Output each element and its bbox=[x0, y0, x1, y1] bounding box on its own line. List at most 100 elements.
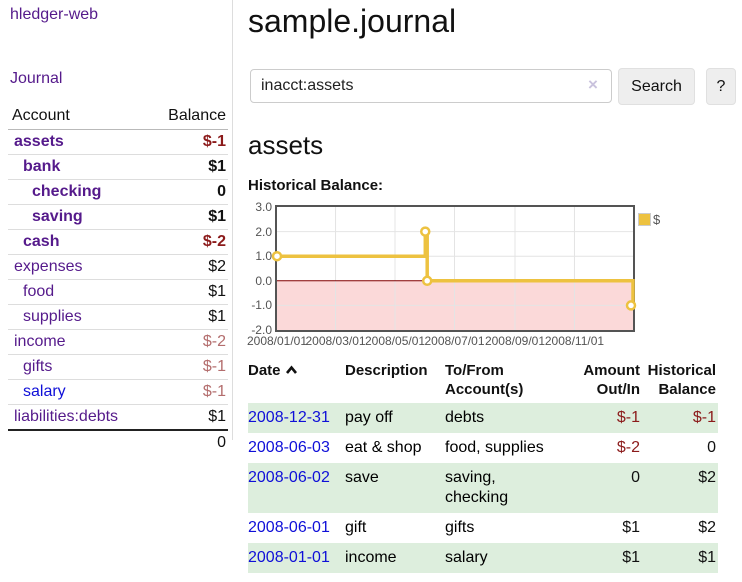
accounts-header-balance: Balance bbox=[148, 104, 228, 130]
register-cell-amount: $-2 bbox=[616, 439, 640, 456]
legend-swatch-icon bbox=[638, 213, 651, 226]
account-link-gifts[interactable]: gifts bbox=[23, 358, 53, 375]
register-header-date[interactable]: Date bbox=[248, 359, 345, 403]
account-link-cash[interactable]: cash bbox=[23, 233, 60, 250]
register-cell-accounts: debts bbox=[445, 409, 485, 426]
account-heading: assets bbox=[248, 130, 324, 160]
account-link-saving[interactable]: saving bbox=[32, 208, 83, 225]
chart-legend: $ bbox=[638, 212, 660, 227]
y-axis-tick-label: 1.0 bbox=[255, 249, 272, 264]
register-row[interactable]: 2008-06-02 save saving, checking 0 $2 bbox=[248, 463, 718, 513]
account-row: gifts $-1 bbox=[8, 354, 228, 380]
register-cell-date: 2008-01-01 bbox=[248, 543, 345, 573]
account-row: cash $-2 bbox=[8, 229, 228, 255]
register-cell-amount: $1 bbox=[622, 549, 640, 566]
account-row: salary $-1 bbox=[8, 379, 228, 405]
account-row: saving $1 bbox=[8, 204, 228, 230]
search-input[interactable] bbox=[250, 69, 612, 103]
register-cell-date: 2008-06-01 bbox=[248, 513, 345, 543]
x-axis-tick-label: 2008/05/01 bbox=[364, 334, 426, 348]
account-balance: $-1 bbox=[148, 354, 228, 380]
register-row[interactable]: 2008-06-03 eat & shop food, supplies $-2 0 bbox=[248, 433, 718, 463]
accounts-table: Account Balance assets $-1 bank $1 checking 0… bbox=[8, 104, 228, 455]
sort-ascending-icon[interactable] bbox=[285, 361, 298, 380]
account-row: supplies $1 bbox=[8, 304, 228, 330]
nav-journal-link[interactable]: Journal bbox=[10, 70, 63, 87]
account-row: food $1 bbox=[8, 279, 228, 305]
register-cell-description: pay off bbox=[345, 409, 393, 426]
register-cell-date: 2008-06-02 bbox=[248, 463, 345, 513]
chart-title: Historical Balance: bbox=[248, 177, 384, 194]
legend-label: $ bbox=[653, 212, 661, 227]
page-title: sample.journal bbox=[248, 3, 457, 39]
account-row: income $-2 bbox=[8, 329, 228, 355]
x-axis-tick-label: 2008/01/01 bbox=[246, 334, 308, 348]
app-title[interactable]: hledger-web bbox=[10, 6, 99, 23]
register-cell-amount: $1 bbox=[622, 519, 640, 536]
account-row: checking 0 bbox=[8, 179, 228, 205]
account-link-expenses[interactable]: expenses bbox=[14, 258, 83, 275]
register-cell-balance: $2 bbox=[698, 519, 716, 536]
account-balance: $1 bbox=[148, 154, 228, 180]
register-header-accounts: To/From Account(s) bbox=[445, 362, 524, 398]
sidebar-divider bbox=[232, 0, 233, 440]
account-link-supplies[interactable]: supplies bbox=[23, 308, 82, 325]
y-axis-tick-label: 2.0 bbox=[255, 224, 272, 239]
accounts-total-row: 0 bbox=[8, 429, 228, 455]
accounts-header-row: Account Balance bbox=[8, 104, 228, 130]
account-balance: $-2 bbox=[148, 229, 228, 255]
register-cell-balance: 0 bbox=[707, 439, 716, 456]
account-balance: $2 bbox=[148, 254, 228, 280]
x-axis-tick-label: 2008/07/01 bbox=[424, 334, 485, 348]
chart-plot-area bbox=[271, 205, 637, 332]
y-axis-tick-label: -2.0 bbox=[251, 323, 272, 337]
account-row: liabilities:debts $1 bbox=[8, 404, 228, 430]
register-cell-description: save bbox=[345, 469, 379, 486]
register-header-row: Date Description To/From Account(s) Amou… bbox=[248, 359, 718, 403]
search-button[interactable]: Search bbox=[618, 68, 695, 105]
register-header-description: Description bbox=[345, 362, 428, 379]
register-header-balance: Historical Balance bbox=[647, 362, 716, 398]
account-row: assets $-1 bbox=[8, 130, 228, 155]
register-cell-description: eat & shop bbox=[345, 439, 422, 456]
account-balance: 0 bbox=[148, 179, 228, 205]
x-axis-tick-label: 2008/09/01 bbox=[484, 334, 545, 348]
register-table: Date Description To/From Account(s) Amou… bbox=[248, 359, 718, 573]
register-cell-balance: $2 bbox=[698, 469, 716, 486]
account-balance: $1 bbox=[148, 404, 228, 430]
account-balance: $1 bbox=[148, 304, 228, 330]
register-row[interactable]: 2008-01-01 income salary $1 $1 bbox=[248, 543, 718, 573]
transaction-date-link[interactable]: 2008-06-02 bbox=[248, 469, 330, 486]
y-axis-tick-label: 3.0 bbox=[255, 200, 272, 214]
x-axis-tick-label: 2008/11/01 bbox=[544, 334, 605, 348]
historical-balance-chart: $ 3.0 2.0 1.0 0.0 -1.0 -2.0 2008/01/01 2008/03/… bbox=[246, 200, 686, 353]
account-link-income[interactable]: income bbox=[14, 333, 66, 350]
account-balance: $1 bbox=[148, 204, 228, 230]
transaction-date-link[interactable]: 2008-01-01 bbox=[248, 549, 330, 566]
register-cell-date: 2008-06-03 bbox=[248, 433, 345, 463]
register-row[interactable]: 2008-06-01 gift gifts $1 $2 bbox=[248, 513, 718, 543]
account-row: bank $1 bbox=[8, 154, 228, 180]
register-cell-amount: 0 bbox=[631, 469, 640, 486]
register-cell-description: income bbox=[345, 549, 397, 566]
account-balance: $1 bbox=[148, 279, 228, 305]
y-axis-tick-label: 0.0 bbox=[255, 273, 272, 288]
transaction-date-link[interactable]: 2008-12-31 bbox=[248, 409, 330, 426]
register-cell-accounts: salary bbox=[445, 549, 488, 566]
account-link-salary[interactable]: salary bbox=[23, 383, 66, 400]
account-link-checking[interactable]: checking bbox=[32, 183, 102, 200]
clear-search-icon[interactable]: × bbox=[588, 75, 598, 94]
account-link-liabilities-debts[interactable]: liabilities:debts bbox=[14, 408, 119, 425]
accounts-total-value: 0 bbox=[148, 429, 228, 455]
account-link-food[interactable]: food bbox=[23, 283, 55, 300]
x-axis-tick-label: 2008/03/01 bbox=[305, 334, 366, 348]
register-cell-accounts: gifts bbox=[445, 519, 475, 536]
account-link-bank[interactable]: bank bbox=[23, 158, 61, 175]
register-cell-amount: $-1 bbox=[616, 409, 640, 426]
transaction-date-link[interactable]: 2008-06-03 bbox=[248, 439, 330, 456]
transaction-date-link[interactable]: 2008-06-01 bbox=[248, 519, 330, 536]
register-row[interactable]: 2008-12-31 pay off debts $-1 $-1 bbox=[248, 403, 718, 433]
account-link-assets[interactable]: assets bbox=[14, 133, 64, 150]
register-cell-balance: $-1 bbox=[692, 409, 716, 426]
help-button[interactable]: ? bbox=[706, 68, 736, 105]
